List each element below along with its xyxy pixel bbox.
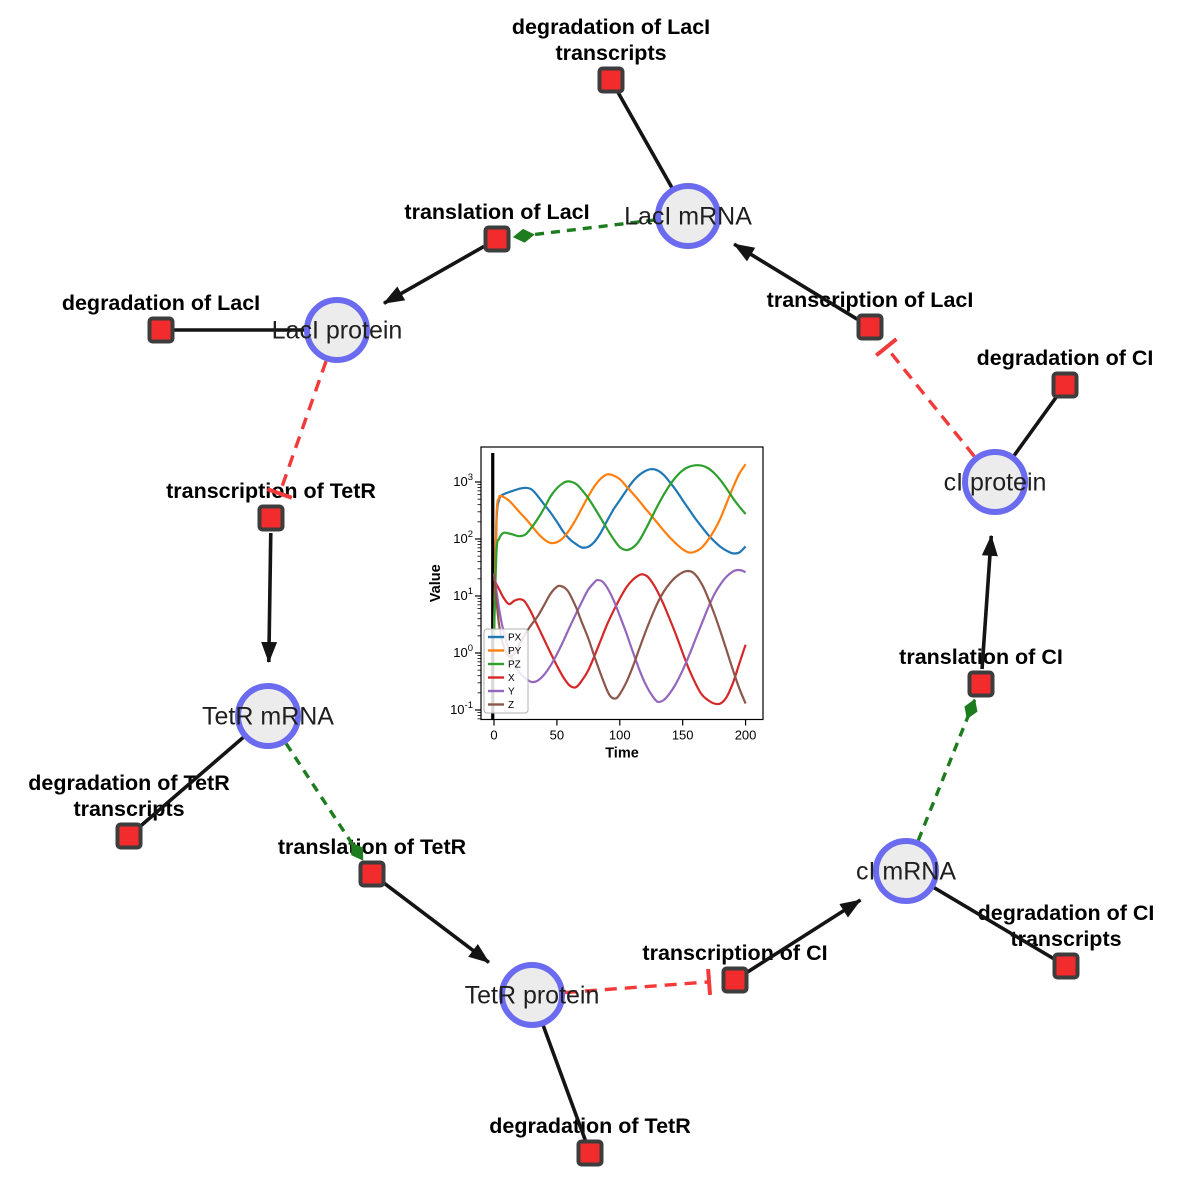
legend-label-pz: PZ (508, 660, 521, 671)
reaction-node-deg-tetr-transcripts[interactable] (115, 822, 143, 850)
reaction-label-transcription-laci: transcription of LacI (766, 288, 974, 312)
species-label-tetr-protein: TetR protein (464, 981, 600, 1010)
edge-inhibition-ci-protein-to-transcription-laci (886, 347, 976, 458)
legend-label-z: Z (508, 700, 514, 711)
edge-catalysis-ci-mrna-to-translation-ci (916, 698, 978, 842)
reaction-node-deg-tetr[interactable] (576, 1139, 604, 1167)
y-tick-label: 103 (453, 472, 473, 489)
reaction-label-translation-tetr: translation of TetR (277, 835, 467, 859)
edge-production-transcription-tetr-to-tetr-mrna (261, 532, 278, 664)
species-label-ci-mrna: cI mRNA (856, 857, 956, 886)
chart-legend: PX PY PZ XYZ (483, 628, 529, 714)
edge-production-translation-ci-to-ci-protein (980, 534, 998, 670)
x-tick-label: 200 (735, 728, 757, 743)
x-tick-label: 150 (672, 728, 694, 743)
reaction-label-transcription-ci: transcription of CI (642, 941, 828, 965)
series-line-pz (492, 464, 747, 636)
species-label-laci-mrna: LacI mRNA (624, 202, 752, 231)
reaction-node-translation-tetr[interactable] (358, 860, 386, 888)
reaction-label-deg-laci: degradation of LacI (61, 291, 261, 315)
species-label-laci-protein: LacI protein (271, 316, 403, 345)
reaction-node-deg-ci-transcripts[interactable] (1052, 952, 1080, 980)
reaction-node-deg-laci-transcripts[interactable] (597, 66, 625, 94)
species-node-ci-protein[interactable] (962, 449, 1028, 515)
edge-production-transcription-laci-to-laci-mrna (733, 242, 859, 321)
reaction-node-transcription-laci[interactable] (856, 313, 884, 341)
time-series-chart: 10-1 100 101 102 103 0 50 100 150 200 Time Value PX P… (428, 436, 788, 770)
legend-label-py: PY (508, 646, 522, 657)
series-line-py (492, 463, 747, 636)
x-tick-label: 0 (490, 728, 497, 743)
reaction-label-deg-laci-transcripts: degradation of LacI transcripts (511, 15, 711, 65)
reaction-label-deg-tetr: degradation of TetR (489, 1114, 691, 1138)
series-line-x (492, 573, 747, 706)
reaction-label-deg-ci-transcripts: degradation of CI transcripts (977, 901, 1155, 951)
species-node-tetr-mrna[interactable] (235, 683, 301, 749)
y-tick-label: 102 (453, 529, 473, 546)
reaction-node-deg-laci[interactable] (147, 316, 175, 344)
reaction-node-deg-ci[interactable] (1051, 371, 1079, 399)
reaction-node-transcription-ci[interactable] (721, 966, 749, 994)
species-node-laci-protein[interactable] (304, 297, 370, 363)
legend-label-y: Y (508, 687, 515, 698)
edge-catalysis-tetr-mrna-to-translation-tetr (284, 742, 365, 861)
reaction-label-deg-tetr-transcripts: degradation of TetR transcripts (28, 771, 230, 821)
edge-production-translation-tetr-to-tetr-protein (382, 881, 491, 964)
y-tick-label: 100 (453, 643, 473, 660)
reaction-node-translation-ci[interactable] (967, 670, 995, 698)
legend-label-x: X (508, 673, 515, 684)
species-node-ci-mrna[interactable] (873, 838, 939, 904)
edge-inhibition-tetr-protein-to-transcription-ci (564, 982, 709, 993)
y-tick-label: 10-1 (450, 700, 473, 717)
reaction-label-translation-laci: translation of LacI (404, 200, 590, 224)
edge-inhibition-laci-protein-to-transcription-tetr (280, 360, 328, 493)
edge-production-transcription-ci-to-ci-mrna (746, 898, 862, 974)
legend-label-px: PX (508, 633, 522, 644)
series-line-px (492, 468, 747, 636)
species-node-tetr-protein[interactable] (499, 962, 565, 1028)
edge-production-translation-laci-to-laci-protein (383, 244, 485, 305)
y-axis-label: Value (428, 564, 444, 602)
species-node-laci-mrna[interactable] (655, 183, 721, 249)
x-tick-label: 100 (609, 728, 631, 743)
x-axis-label: Time (605, 746, 639, 762)
edge-catalysis-laci-mrna-to-translation-laci (512, 218, 656, 243)
species-label-ci-protein: cI protein (943, 468, 1047, 497)
reaction-node-translation-laci[interactable] (483, 225, 511, 253)
legend-box (483, 628, 529, 714)
x-tick-label: 50 (550, 728, 564, 743)
reaction-node-transcription-tetr[interactable] (257, 504, 285, 532)
species-label-tetr-mrna: TetR mRNA (202, 702, 334, 731)
reaction-label-deg-ci: degradation of CI (976, 346, 1154, 370)
y-tick-label: 101 (453, 586, 473, 603)
